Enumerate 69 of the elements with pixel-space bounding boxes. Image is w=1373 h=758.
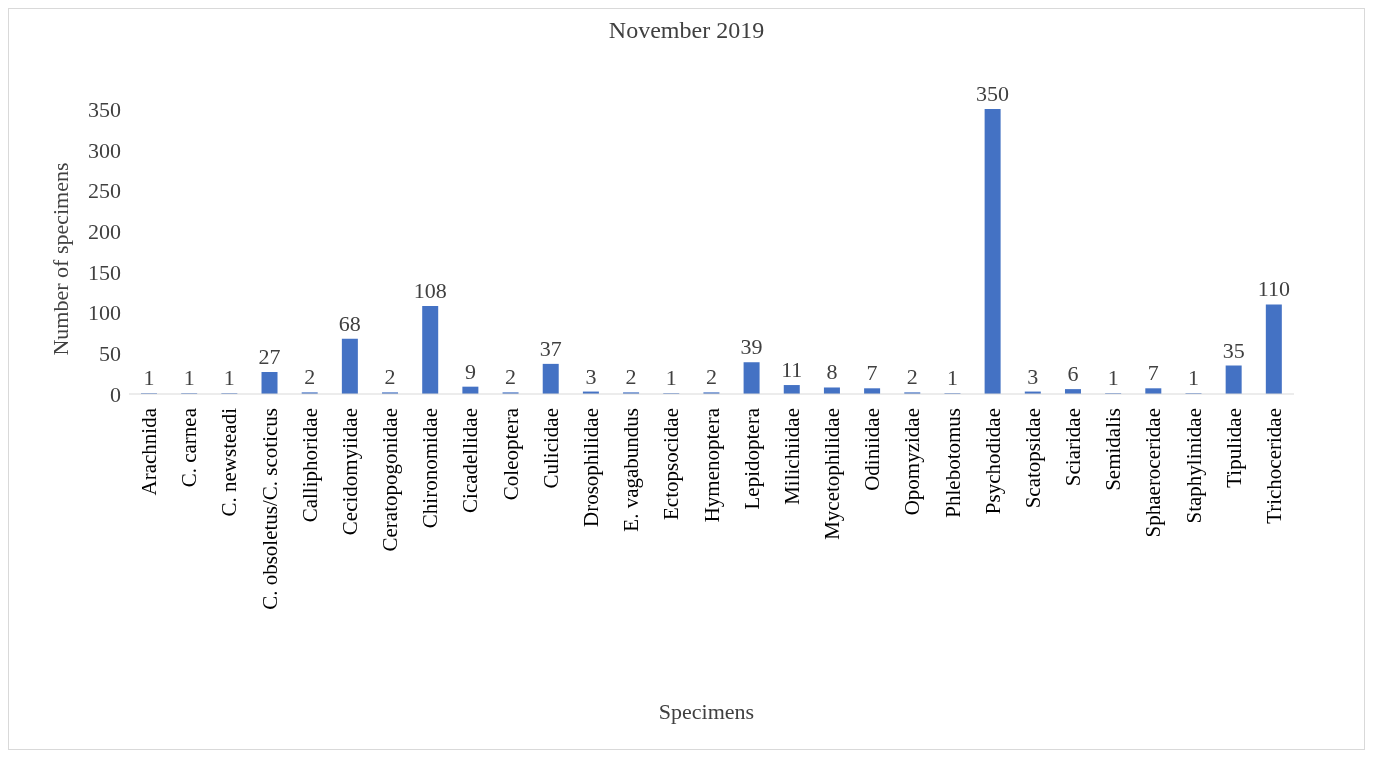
data-label: 1 xyxy=(223,365,235,391)
data-label: 68 xyxy=(338,310,361,336)
data-label: 6 xyxy=(1067,361,1079,387)
x-tick-label: Cicadellidae xyxy=(458,408,483,513)
data-label: 110 xyxy=(1257,276,1290,302)
x-tick-label: Psychodidae xyxy=(980,408,1005,515)
data-label: 1 xyxy=(1107,365,1119,391)
y-tick-label: 250 xyxy=(88,178,121,204)
x-tick-label: C. obsoletus/C. scoticus xyxy=(257,408,282,610)
data-label: 2 xyxy=(705,364,717,390)
data-label: 2 xyxy=(505,364,517,390)
data-label: 7 xyxy=(866,360,878,386)
y-tick-label: 350 xyxy=(88,96,121,122)
data-label: 35 xyxy=(1222,337,1245,363)
data-label: 27 xyxy=(258,344,281,370)
data-label: 7 xyxy=(1147,360,1159,386)
x-tick-label: Staphylinidae xyxy=(1181,408,1206,524)
data-label: 1 xyxy=(946,365,958,391)
x-tick-label: Sphaeroceridae xyxy=(1141,408,1166,538)
y-axis-title: Number of specimens xyxy=(48,162,74,356)
data-label: 9 xyxy=(464,358,476,384)
x-tick-label: Hymenoptera xyxy=(699,407,724,523)
x-tick-label: Opomyzidae xyxy=(900,408,925,516)
y-tick-label: 100 xyxy=(88,300,121,326)
x-axis-title: Specimens xyxy=(657,699,756,725)
data-label: 1 xyxy=(665,365,677,391)
data-label: 3 xyxy=(585,363,597,389)
data-label: 1 xyxy=(183,365,195,391)
data-label: 2 xyxy=(304,364,316,390)
x-tick-label: Arachnida xyxy=(137,407,162,496)
x-tick-label: Odiniidae xyxy=(860,408,885,491)
x-tick-label: Milichiidae xyxy=(779,408,804,505)
data-label: 11 xyxy=(781,357,803,383)
y-tick-label: 300 xyxy=(88,137,121,163)
x-tick-label: E. vagabundus xyxy=(619,408,644,532)
x-tick-label: Tipulidae xyxy=(1221,408,1246,488)
x-tick-label: Chironomidae xyxy=(418,408,443,529)
y-tick-label: 50 xyxy=(99,341,121,367)
x-tick-label: Mycetophilidae xyxy=(820,408,845,540)
x-tick-label: Sciaridae xyxy=(1061,408,1086,487)
chart-title: November 2019 xyxy=(607,17,766,44)
x-tick-label: Phlebotomus xyxy=(940,408,965,518)
data-label: 1 xyxy=(1187,365,1199,391)
x-tick-label: Calliphoridae xyxy=(297,408,322,523)
x-tick-label: Lepidoptera xyxy=(739,407,764,510)
y-tick-label: 0 xyxy=(110,381,121,407)
x-tick-label: C. newsteadi xyxy=(217,407,242,517)
x-tick-label: Semidalis xyxy=(1101,408,1126,491)
x-tick-label: Culicidae xyxy=(538,408,563,489)
data-label: 108 xyxy=(413,278,447,304)
x-tick-label: Scatopsidae xyxy=(1020,408,1045,509)
x-tick-label: Cecidomyiidae xyxy=(337,408,362,536)
data-label: 2 xyxy=(384,364,396,390)
y-tick-label: 150 xyxy=(88,259,121,285)
x-tick-label: Ectopsocidae xyxy=(659,408,684,520)
data-label: 3 xyxy=(1027,363,1039,389)
data-label: 8 xyxy=(826,359,838,385)
data-label: 2 xyxy=(625,364,637,390)
x-tick-label: Coleoptera xyxy=(498,407,523,501)
data-label: 39 xyxy=(740,334,763,360)
x-tick-label: Ceratopogonidae xyxy=(378,408,403,552)
data-label: 2 xyxy=(906,364,918,390)
data-label: 350 xyxy=(976,81,1010,106)
x-tick-label: C. carnea xyxy=(177,407,202,488)
x-tick-label: Drosophilidae xyxy=(578,408,603,527)
data-label: 37 xyxy=(539,335,562,361)
y-tick-label: 200 xyxy=(88,218,121,244)
data-label: 1 xyxy=(143,365,155,391)
x-tick-label: Trichoceridae xyxy=(1261,408,1286,524)
